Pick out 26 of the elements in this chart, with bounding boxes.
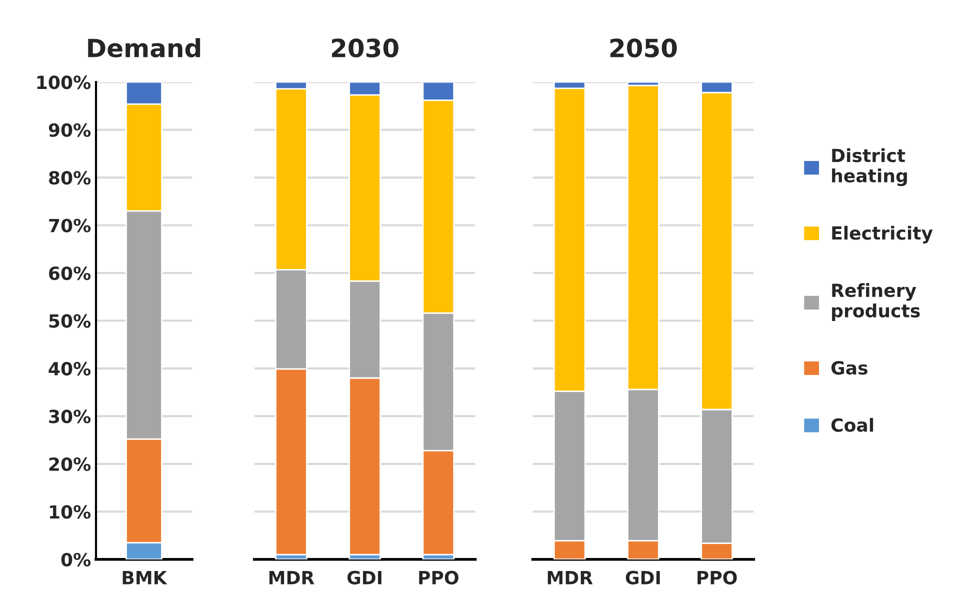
x-tick-label: MDR: [269, 571, 314, 584]
y-tick-label: 0%: [61, 552, 91, 566]
x-tick-label: GDI: [626, 570, 660, 584]
legend-label: Electricity: [832, 226, 933, 244]
chart-title: Demand: [88, 38, 200, 58]
legend-label: Refinery products: [832, 283, 920, 322]
y-tick-label: 60%: [49, 266, 91, 280]
chart-title: 2050: [610, 38, 677, 58]
y-tick-label: 20%: [49, 457, 91, 472]
x-tick-label: PPO: [419, 570, 458, 584]
y-tick-label: 10%: [50, 505, 91, 519]
chart-title: 2030: [332, 38, 398, 58]
legend-label: Coal: [831, 418, 874, 432]
legend-label: District heating: [832, 148, 907, 186]
y-tick-label: 80%: [49, 170, 91, 185]
x-tick-label: GDI: [347, 570, 382, 584]
y-tick-label: 40%: [48, 362, 91, 376]
y-tick-label: 70%: [49, 218, 91, 232]
x-tick-label: BMK: [122, 571, 168, 584]
legend-label: Gas: [831, 361, 868, 375]
y-tick-label: 50%: [49, 314, 91, 328]
y-tick-label: 90%: [48, 123, 91, 137]
y-tick-label: 100%: [37, 76, 91, 90]
x-tick-label: PPO: [698, 570, 737, 584]
y-tick-label: 30%: [49, 410, 91, 424]
x-tick-label: MDR: [548, 571, 593, 584]
